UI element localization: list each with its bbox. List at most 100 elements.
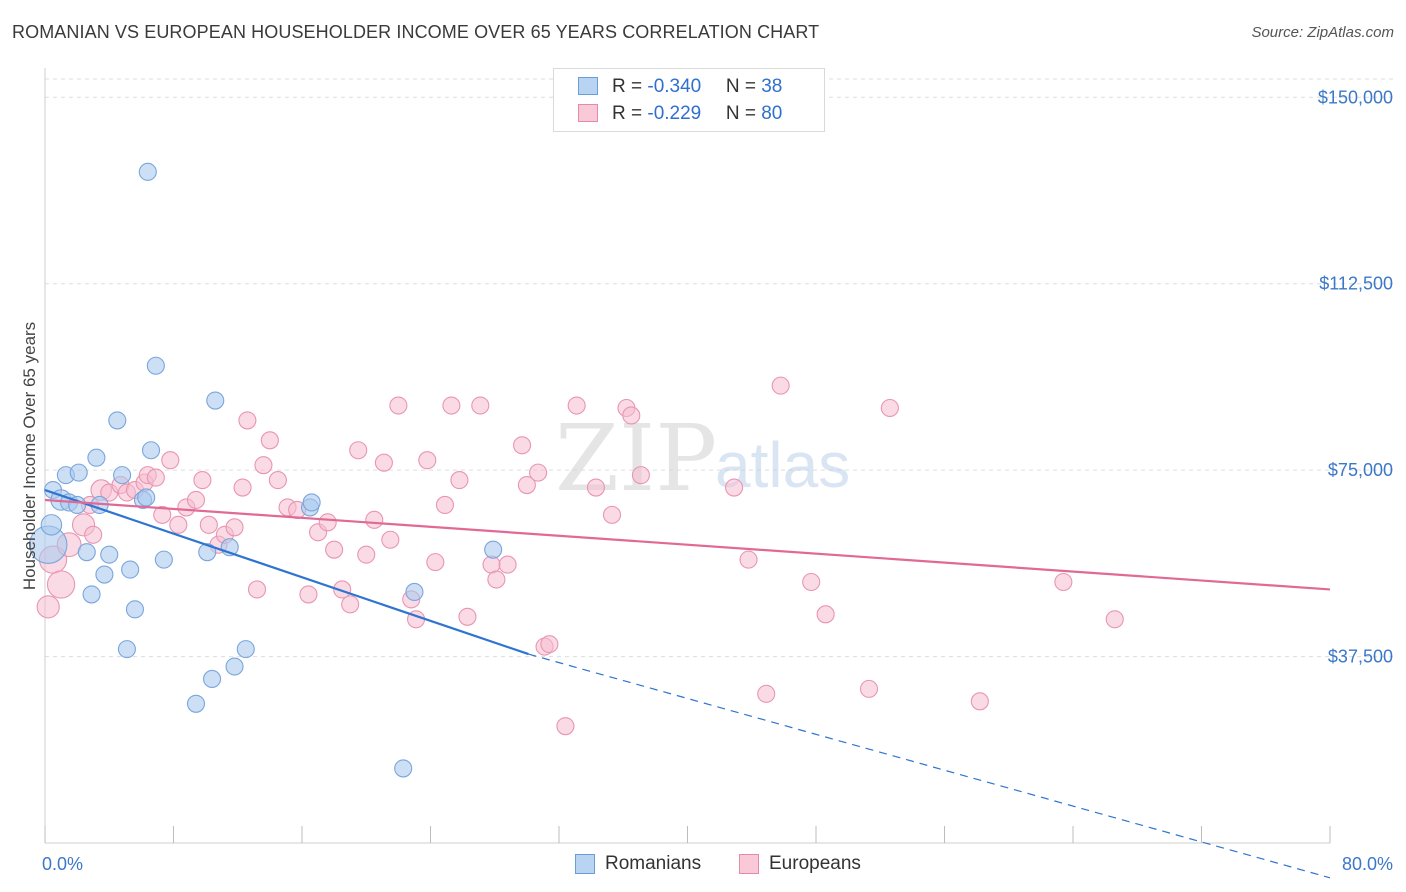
european-point: [318, 513, 337, 532]
european-point: [556, 717, 575, 736]
european-point: [739, 550, 758, 569]
romanian-point: [405, 582, 424, 601]
romanian-point: [198, 543, 217, 562]
european-point: [341, 595, 360, 614]
chart-title: ROMANIAN VS EUROPEAN HOUSEHOLDER INCOME …: [12, 22, 820, 42]
legend-swatch-europeans: [739, 854, 759, 874]
european-point: [84, 525, 103, 544]
european-point: [161, 451, 180, 470]
legend-label-romanians: Romanians: [605, 853, 702, 874]
european-point: [349, 441, 368, 460]
european-trend-line: [44, 498, 1331, 591]
european-point: [426, 553, 445, 572]
european-point: [299, 585, 318, 604]
romanian-point: [113, 466, 132, 485]
european-point: [418, 451, 437, 470]
european-point: [357, 545, 376, 564]
x-tick-labels: 0.0% 80.0%: [42, 854, 1393, 874]
y-tick-label: $112,500: [1319, 274, 1393, 294]
legend-n-value: 38: [761, 76, 783, 97]
european-point: [529, 463, 548, 482]
european-point: [450, 471, 469, 490]
european-point: [247, 580, 267, 599]
romanian-point: [95, 565, 114, 584]
romanian-point: [203, 669, 222, 688]
romanian-point: [137, 488, 156, 507]
european-point: [46, 570, 76, 599]
romanian-point: [138, 162, 157, 181]
european-point: [365, 510, 384, 529]
romanian-point: [206, 391, 225, 410]
y-tick-label: $37,500: [1328, 647, 1393, 667]
european-point: [540, 635, 559, 654]
european-point: [374, 453, 393, 472]
european-point: [802, 572, 821, 592]
european-point: [498, 555, 517, 574]
european-point: [333, 580, 352, 599]
romanian-point: [40, 514, 63, 536]
legend-label-europeans: Europeans: [769, 853, 861, 874]
romanian-point: [394, 759, 413, 778]
european-point: [859, 679, 879, 698]
european-point: [757, 684, 776, 703]
grid-lines: [45, 78, 1395, 658]
y-tick-label: $75,000: [1328, 460, 1393, 480]
legend-swatch-europeans: [578, 104, 598, 122]
y-axis-title: Householder Income Over 65 years: [20, 322, 39, 590]
legend-swatch-romanians: [578, 77, 598, 95]
romanian-point: [302, 493, 321, 512]
european-point: [487, 570, 506, 589]
european-point: [586, 478, 605, 497]
european-point: [199, 515, 218, 534]
european-point: [153, 505, 172, 524]
european-point: [381, 530, 400, 549]
european-point: [389, 396, 408, 415]
y-tick-label: $150,000: [1318, 87, 1393, 107]
romanian-point: [108, 411, 127, 430]
european-point: [725, 478, 744, 497]
romanian-point: [77, 543, 96, 562]
european-point: [268, 471, 287, 490]
european-point: [631, 466, 650, 485]
european-point: [146, 468, 165, 487]
axes: [44, 68, 1331, 844]
y-tick-labels: $37,500 $75,000 $112,500 $150,000: [1318, 87, 1393, 666]
european-point: [325, 540, 344, 559]
romanian-point: [141, 441, 161, 460]
european-point: [816, 605, 835, 624]
correlation-legend: R = -0.340 N = 38 R = -0.229 N = 80: [553, 68, 825, 132]
romanian-point: [125, 600, 144, 619]
european-point: [471, 396, 490, 415]
european-point: [602, 505, 622, 524]
european-point: [435, 495, 455, 514]
romanian-point: [236, 640, 255, 659]
x-tick-label: 0.0%: [42, 854, 83, 874]
european-point: [622, 406, 641, 425]
legend-r-label: R =: [612, 103, 648, 124]
european-point: [225, 518, 244, 537]
european-point: [771, 376, 790, 395]
legend-r-value: -0.229: [647, 103, 702, 124]
romanian-point: [69, 463, 88, 482]
source-credit: Source: ZipAtlas.com: [1251, 24, 1394, 41]
european-point: [1054, 572, 1073, 592]
european-point: [1105, 610, 1124, 629]
romanian-point: [87, 448, 106, 467]
romanian-point: [154, 550, 173, 569]
watermark: ZIP atlas: [555, 405, 850, 512]
legend-n-label: N =: [725, 76, 762, 97]
romanian-point: [484, 540, 503, 559]
romanian-point: [186, 694, 206, 713]
european-point: [442, 396, 461, 415]
european-point: [458, 607, 477, 626]
european-point: [193, 471, 212, 490]
romanian-point: [100, 545, 119, 564]
legend-r-label: R =: [612, 76, 648, 97]
european-point: [970, 692, 989, 711]
legend-n-value: 80: [761, 103, 783, 124]
european-point: [517, 476, 536, 495]
romanian-trend-line: [44, 488, 529, 656]
trend-lines: [44, 488, 1331, 879]
romanian-point: [146, 356, 165, 375]
